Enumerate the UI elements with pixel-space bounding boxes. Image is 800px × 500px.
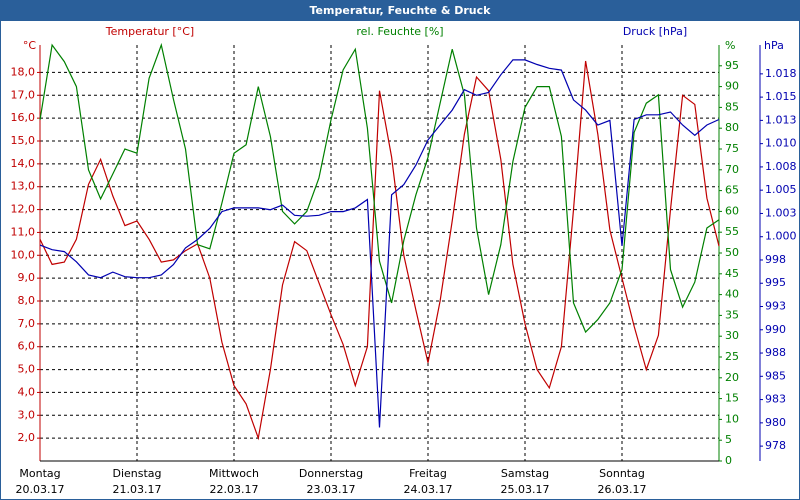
y2-tick-label: 75 xyxy=(725,142,739,155)
y3-tick-label: 1.003 xyxy=(765,206,797,219)
y-tick-label: 5,0 xyxy=(18,363,36,376)
series-line xyxy=(39,42,720,334)
y2-tick-label: 45 xyxy=(725,267,739,280)
y2-unit: % xyxy=(725,39,735,52)
y3-tick-label: 998 xyxy=(765,253,786,266)
y-tick-label: 14,0 xyxy=(11,157,36,170)
y-tick-label: 6,0 xyxy=(18,340,36,353)
y-tick-label: 16,0 xyxy=(11,111,36,124)
y3-tick-label: 983 xyxy=(765,393,786,406)
y-tick-label: 11,0 xyxy=(11,225,36,238)
y2-tick-label: 20 xyxy=(725,371,739,384)
series-line xyxy=(39,59,720,428)
y3-tick-label: 988 xyxy=(765,346,786,359)
y3-axis-title: Druck [hPa] xyxy=(623,25,687,38)
x-tick-date: 22.03.17 xyxy=(210,483,259,496)
x-tick-label: Sonntag xyxy=(599,467,645,480)
x-tick-date: 25.03.17 xyxy=(501,483,550,496)
y-axis-title: Temperatur [°C] xyxy=(105,25,194,38)
y3-tick-label: 1.015 xyxy=(765,90,797,103)
y-tick-label: 17,0 xyxy=(11,88,36,101)
y2-tick-label: 5 xyxy=(725,433,732,446)
y2-tick-label: 30 xyxy=(725,329,739,342)
y2-tick-label: 85 xyxy=(725,100,739,113)
y-tick-label: 2,0 xyxy=(18,431,36,444)
y2-tick-label: 55 xyxy=(725,225,739,238)
y2-tick-label: 0 xyxy=(725,454,732,467)
x-tick-label: Freitag xyxy=(409,467,447,480)
x-tick-date: 21.03.17 xyxy=(113,483,162,496)
title-bar xyxy=(0,0,800,21)
y3-tick-label: 1.010 xyxy=(765,137,797,150)
y2-tick-label: 70 xyxy=(725,163,739,176)
y2-tick-label: 95 xyxy=(725,59,739,72)
y-tick-label: 10,0 xyxy=(11,248,36,261)
x-tick-date: 26.03.17 xyxy=(598,483,647,496)
y2-tick-label: 15 xyxy=(725,392,739,405)
y3-tick-label: 993 xyxy=(765,300,786,313)
y2-tick-label: 80 xyxy=(725,121,739,134)
y3-tick-label: 978 xyxy=(765,439,786,452)
x-tick-date: 20.03.17 xyxy=(16,483,65,496)
y-tick-label: 12,0 xyxy=(11,203,36,216)
x-tick-label: Mittwoch xyxy=(209,467,259,480)
y3-tick-label: 1.013 xyxy=(765,113,797,126)
y-tick-label: 3,0 xyxy=(18,408,36,421)
y3-tick-label: 1.005 xyxy=(765,183,797,196)
y2-tick-label: 35 xyxy=(725,308,739,321)
x-tick-date: 23.03.17 xyxy=(307,483,356,496)
y-tick-label: 4,0 xyxy=(18,385,36,398)
y-tick-label: 15,0 xyxy=(11,134,36,147)
x-tick-label: Samstag xyxy=(501,467,549,480)
series-line xyxy=(39,60,720,441)
y3-unit: hPa xyxy=(764,39,784,52)
y2-tick-label: 25 xyxy=(725,350,739,363)
y2-tick-label: 65 xyxy=(725,184,739,197)
y-unit: °C xyxy=(23,39,37,52)
y-tick-label: 13,0 xyxy=(11,180,36,193)
y2-tick-label: 90 xyxy=(725,80,739,93)
y3-tick-label: 1.018 xyxy=(765,67,797,80)
y3-tick-label: 995 xyxy=(765,276,786,289)
y2-tick-label: 10 xyxy=(725,412,739,425)
y3-tick-label: 985 xyxy=(765,369,786,382)
y3-tick-label: 1.008 xyxy=(765,160,797,173)
chart-title: Temperatur, Feuchte & Druck xyxy=(310,4,492,17)
y3-tick-label: 1.000 xyxy=(765,230,797,243)
y-tick-label: 7,0 xyxy=(18,317,36,330)
x-tick-label: Montag xyxy=(19,467,60,480)
x-tick-label: Donnerstag xyxy=(299,467,363,480)
x-tick-date: 24.03.17 xyxy=(404,483,453,496)
y-tick-label: 9,0 xyxy=(18,271,36,284)
y2-tick-label: 50 xyxy=(725,246,739,259)
y3-tick-label: 980 xyxy=(765,416,786,429)
y2-tick-label: 60 xyxy=(725,204,739,217)
x-tick-label: Dienstag xyxy=(112,467,161,480)
y2-tick-label: 40 xyxy=(725,288,739,301)
y3-tick-label: 990 xyxy=(765,323,786,336)
y-tick-label: 18,0 xyxy=(11,65,36,78)
y2-axis-title: rel. Feuchte [%] xyxy=(356,25,443,38)
y-tick-label: 8,0 xyxy=(18,294,36,307)
